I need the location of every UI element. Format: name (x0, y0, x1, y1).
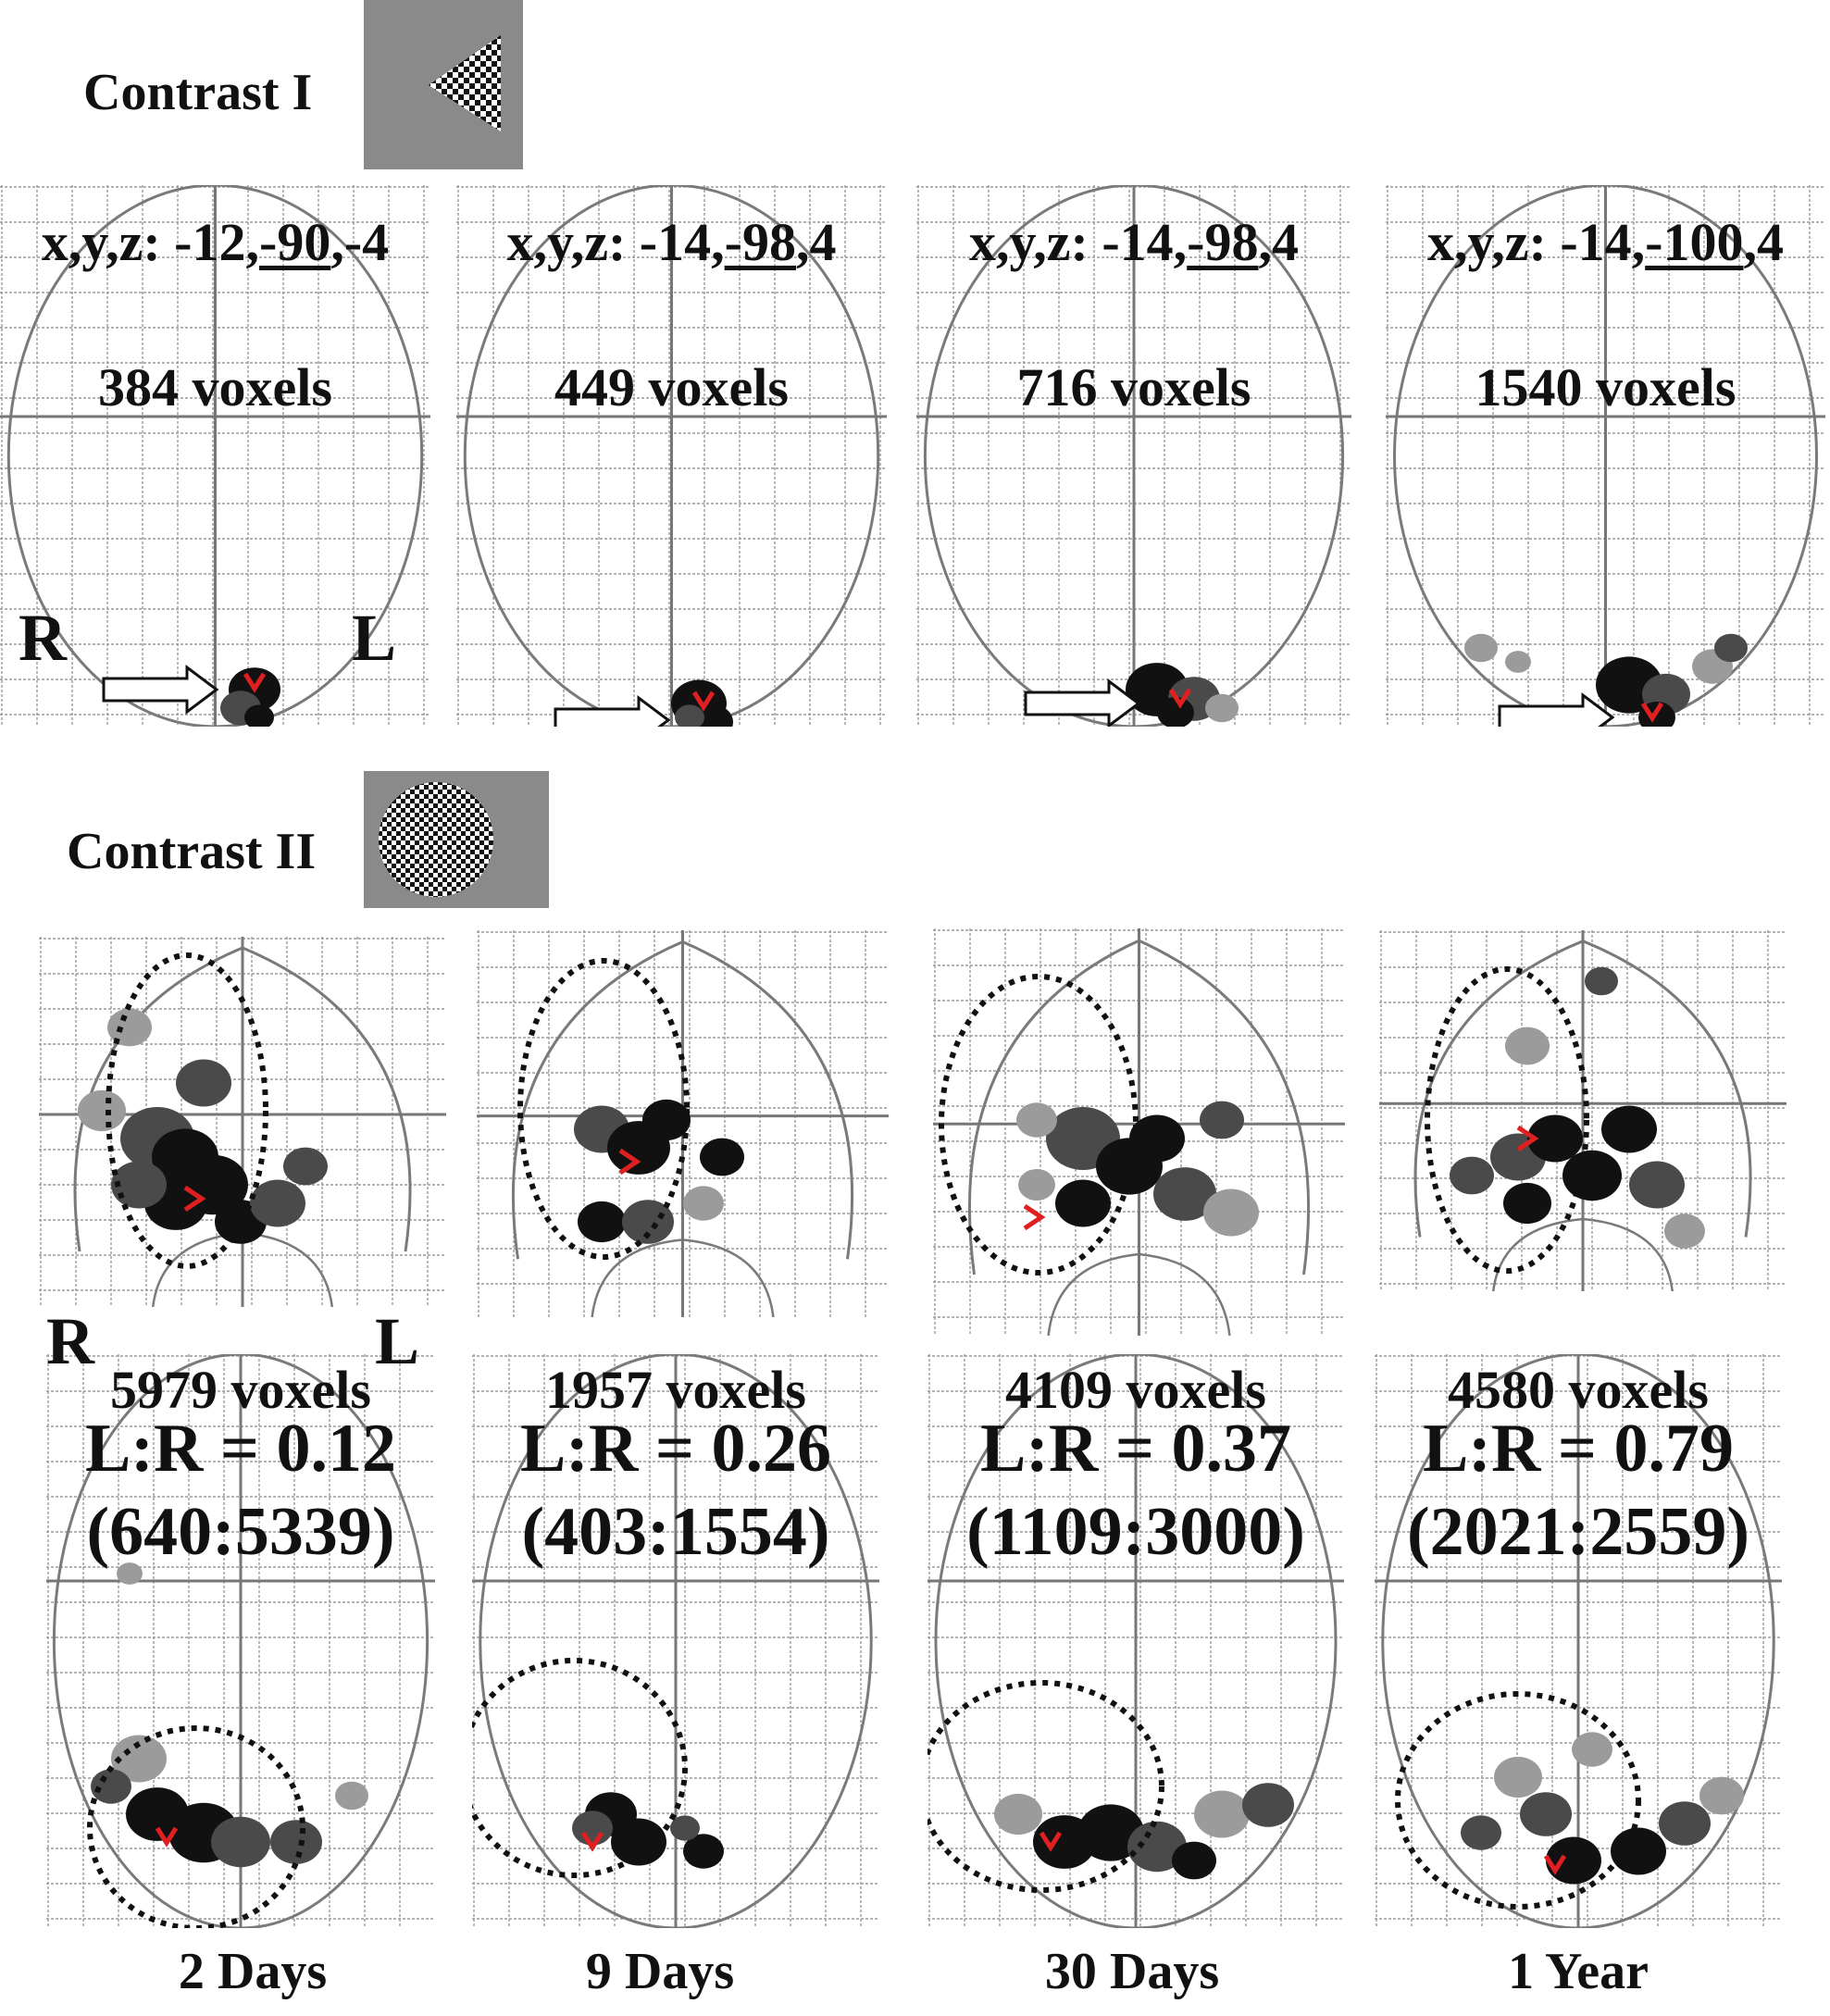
timepoint-label: 1 Year (1508, 1943, 1649, 2000)
voxel-count: 1957 voxels (545, 1360, 806, 1420)
contrast-1-stimulus (364, 0, 523, 169)
lateralization-index: L:R = 0.79 (1422, 1411, 1735, 1487)
coronal-panel-contrast-2 (1379, 930, 1786, 1291)
coordinate-readout: x,y,z: -12,-90,-4 (0, 211, 430, 273)
axial-panel-contrast-2: 4109 voxels L:R = 0.37 (1109:3000) (927, 1354, 1344, 1928)
glass-brain-projection (0, 185, 430, 727)
voxel-ratio: (640:5339) (86, 1494, 395, 1570)
contrast-2-title: Contrast II (67, 823, 317, 880)
voxel-count: 1540 voxels (1475, 357, 1737, 417)
timepoint-label: 9 Days (585, 1943, 735, 2000)
contrast-1-title: Contrast I (83, 64, 313, 121)
coord-prefix: x,y,z: -12, (41, 212, 259, 272)
axial-panel-contrast-2: 1957 voxels L:R = 0.26 (403:1554) (472, 1354, 879, 1928)
glass-brain-projection (46, 1354, 435, 1928)
voxel-count: 384 voxels (98, 357, 332, 417)
glass-brain-projection (1386, 185, 1825, 727)
glass-brain-projection (916, 185, 1351, 727)
voxel-count: 4580 voxels (1448, 1360, 1709, 1420)
coordinate-readout: x,y,z: -14,-98,4 (456, 211, 887, 273)
coord-y: -98 (724, 212, 796, 272)
axial-panel-contrast-1: x,y,z: -14,-98,4 716 voxels (916, 185, 1351, 727)
glass-brain-projection (39, 937, 446, 1307)
coronal-panel-contrast-2 (39, 937, 446, 1307)
voxel-ratio: (2021:2559) (1407, 1494, 1749, 1570)
voxel-count: 449 voxels (554, 357, 789, 417)
coord-suffix: ,4 (1743, 212, 1785, 272)
coord-y: -100 (1645, 212, 1744, 272)
coord-prefix: x,y,z: -14, (1427, 212, 1646, 272)
glass-brain-projection (472, 1354, 879, 1928)
right-hemisphere-label-1: R (19, 601, 67, 675)
coord-suffix: ,-4 (330, 212, 390, 272)
axial-panel-contrast-1: x,y,z: -12,-90,-4 384 voxels (0, 185, 430, 727)
glass-brain-projection (1379, 930, 1786, 1291)
coronal-panel-contrast-2 (477, 930, 889, 1317)
coord-y: -90 (259, 212, 331, 272)
glass-brain-projection (933, 928, 1345, 1336)
axial-panel-contrast-1: x,y,z: -14,-100,4 1540 voxels (1386, 185, 1825, 727)
right-hemisphere-label-2: R (46, 1304, 94, 1378)
voxel-count: 716 voxels (1016, 357, 1251, 417)
lateralization-index: L:R = 0.26 (519, 1411, 832, 1487)
voxel-ratio: (1109:3000) (966, 1494, 1305, 1570)
timepoint-label: 2 Days (178, 1943, 328, 2000)
lateralization-index: L:R = 0.37 (979, 1411, 1292, 1487)
voxel-ratio: (403:1554) (521, 1494, 830, 1570)
checkerboard-circle-icon (379, 782, 493, 897)
glass-brain-projection (477, 930, 889, 1317)
left-hemisphere-label-1: L (352, 601, 397, 675)
coord-prefix: x,y,z: -14, (506, 212, 725, 272)
left-hemisphere-label-2: L (375, 1304, 420, 1378)
checkerboard-triangle-icon (429, 35, 501, 131)
axial-panel-contrast-2: 4580 voxels L:R = 0.79 (2021:2559) (1375, 1354, 1782, 1928)
coronal-panel-contrast-2 (933, 928, 1345, 1336)
coordinate-readout: x,y,z: -14,-98,4 (916, 211, 1351, 273)
voxel-count: 5979 voxels (110, 1360, 371, 1420)
lateralization-index: L:R = 0.12 (84, 1411, 397, 1487)
contrast-2-stimulus (364, 771, 549, 908)
coord-y: -98 (1187, 212, 1259, 272)
axial-panel-contrast-1: x,y,z: -14,-98,4 449 voxels (456, 185, 887, 727)
coord-suffix: ,4 (1258, 212, 1300, 272)
timepoint-label: 30 Days (1044, 1943, 1220, 2000)
coord-prefix: x,y,z: -14, (969, 212, 1188, 272)
coordinate-readout: x,y,z: -14,-100,4 (1386, 211, 1825, 273)
axial-panel-contrast-2: 5979 voxels L:R = 0.12 (640:5339) (46, 1354, 435, 1928)
glass-brain-projection (927, 1354, 1344, 1928)
glass-brain-projection (1375, 1354, 1782, 1928)
glass-brain-projection (456, 185, 887, 727)
voxel-count: 4109 voxels (1005, 1360, 1266, 1420)
coord-suffix: ,4 (796, 212, 837, 272)
